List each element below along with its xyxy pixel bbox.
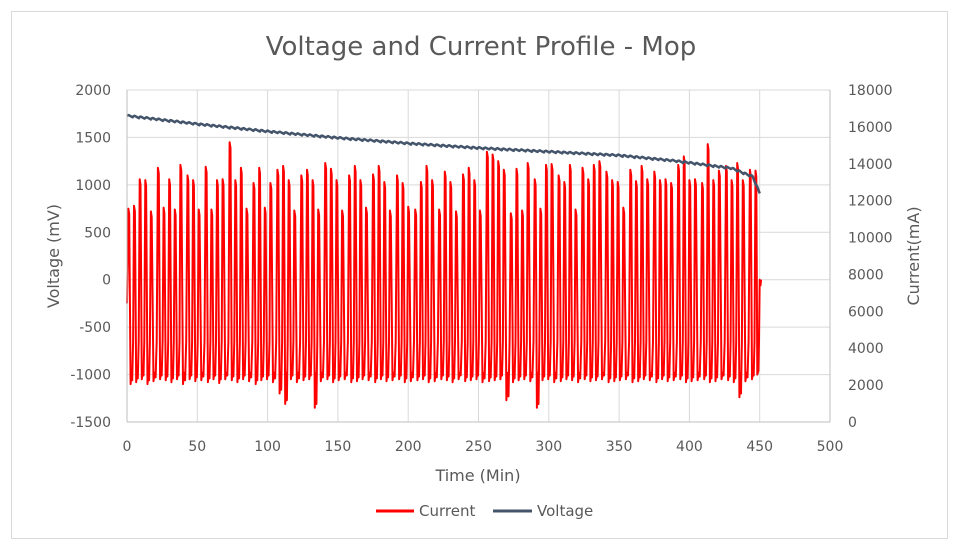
y2-tick-label: 12000 xyxy=(848,194,893,210)
voltage-series xyxy=(126,113,761,194)
y-axis-title: Voltage (mV) xyxy=(44,204,63,308)
legend-voltage-label: Voltage xyxy=(537,502,593,520)
y-tick-label: -1500 xyxy=(70,415,111,431)
x-tick-label: 0 xyxy=(123,439,132,455)
y2-tick-label: 4000 xyxy=(848,341,884,357)
y-tick-label: -500 xyxy=(79,320,111,336)
y2-tick-label: 18000 xyxy=(848,83,893,99)
y2-tick-label: 16000 xyxy=(848,120,893,136)
chart-title: Voltage and Current Profile - Mop xyxy=(266,32,697,62)
y-tick-label: 500 xyxy=(84,225,111,241)
x-tick-label: 50 xyxy=(188,439,206,455)
y2-tick-label: 8000 xyxy=(848,267,884,283)
x-tick-label: 300 xyxy=(535,439,562,455)
x-tick-label: 250 xyxy=(465,439,492,455)
x-tick-label: 150 xyxy=(325,439,352,455)
x-tick-label: 100 xyxy=(254,439,281,455)
y-tick-label: 1500 xyxy=(75,130,111,146)
legend-current-label: Current xyxy=(419,502,475,520)
x-tick-label: 500 xyxy=(817,439,844,455)
legend: Current Voltage xyxy=(376,502,593,520)
x-tick-label: 450 xyxy=(746,439,773,455)
x-tick-label: 200 xyxy=(395,439,422,455)
axes xyxy=(126,90,831,423)
y2-tick-label: 2000 xyxy=(848,378,884,394)
voltage-line xyxy=(126,113,761,194)
y2-tick-label: 6000 xyxy=(848,304,884,320)
x-axis-title: Time (Min) xyxy=(434,466,520,485)
y-tick-label: 2000 xyxy=(75,83,111,99)
x-tick-label: 400 xyxy=(676,439,703,455)
y2-tick-label: 0 xyxy=(848,415,857,431)
y2-tick-label: 14000 xyxy=(848,157,893,173)
y2-axis-title: Current(mA) xyxy=(904,206,923,305)
current-line xyxy=(126,141,763,409)
y2-tick-label: 10000 xyxy=(848,231,893,247)
y-tick-label: -1000 xyxy=(70,368,111,384)
x-tick-label: 350 xyxy=(606,439,633,455)
y-tick-label: 0 xyxy=(102,273,111,289)
y-tick-label: 1000 xyxy=(75,178,111,194)
current-series xyxy=(126,141,763,409)
